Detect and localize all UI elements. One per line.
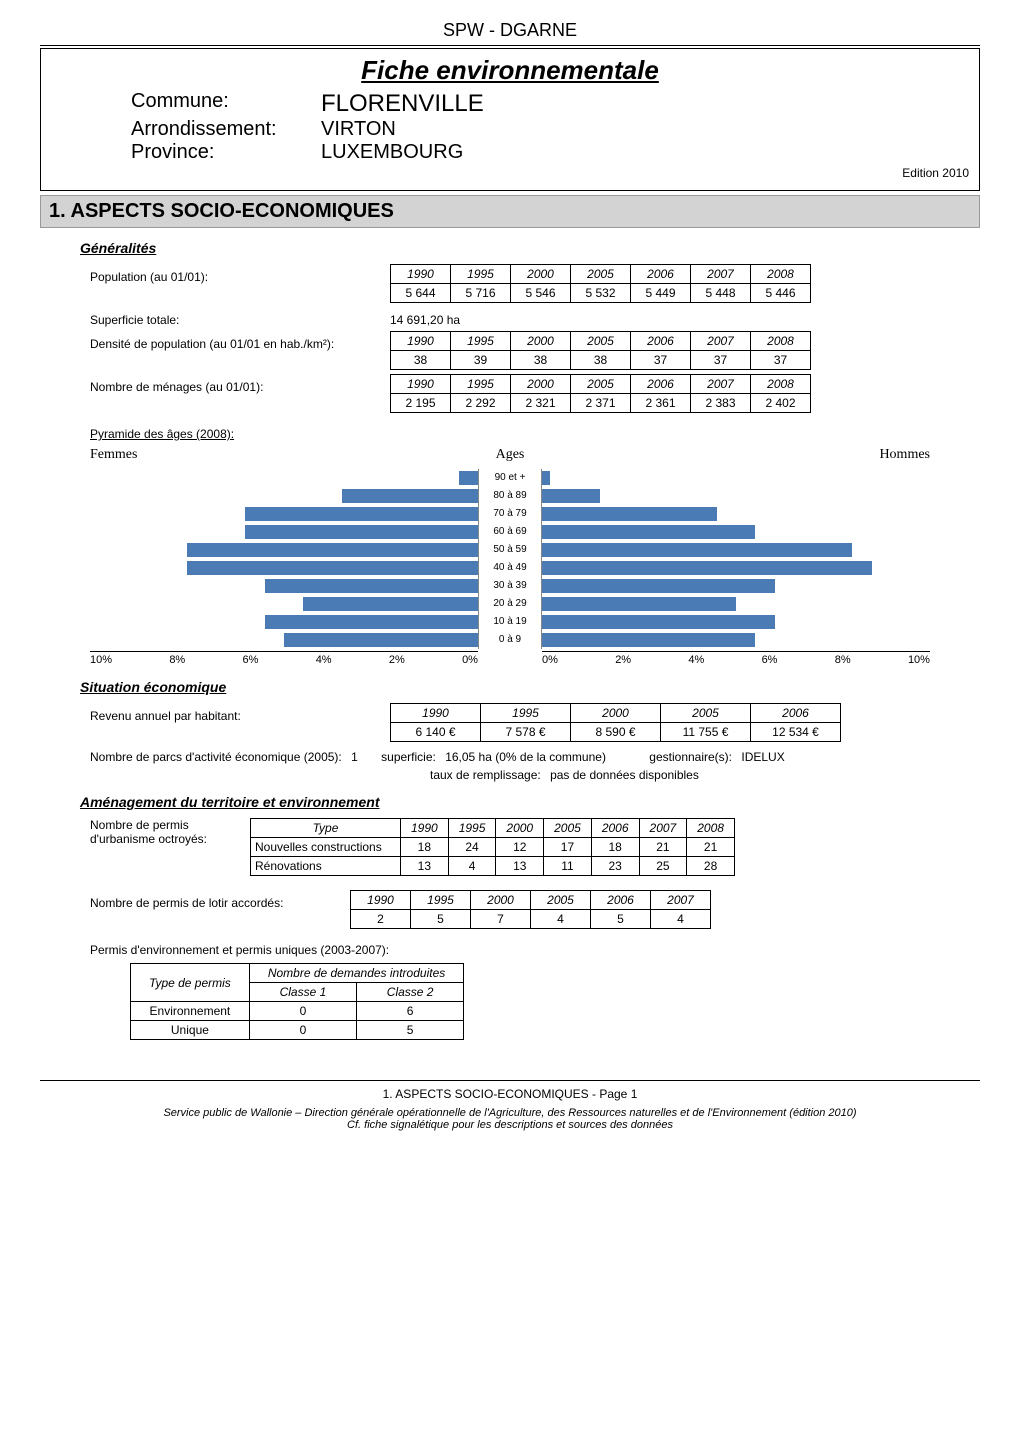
menages-table: 19901995200020052006200720082 1952 2922 … xyxy=(390,374,811,413)
urbanisme-table: Type1990199520002005200620072008Nouvelle… xyxy=(250,818,735,876)
prov-value: LUXEMBOURG xyxy=(321,141,463,164)
femmes-axis: 10%8%6%4%2%0% xyxy=(90,651,478,666)
superficie-label: Superficie totale: xyxy=(90,307,390,327)
hommes-axis: 0%2%4%6%8%10% xyxy=(542,651,930,666)
generalites-content: Population (au 01/01): 19901995200020052… xyxy=(90,264,930,413)
pyramide-heading: Pyramide des âges (2008): xyxy=(90,427,980,441)
situation-eco-heading: Situation économique xyxy=(80,679,940,695)
main-frame: Fiche environnementale Commune: FLORENVI… xyxy=(40,48,980,191)
superficie-value: 14 691,20 ha xyxy=(390,307,460,327)
superf-val: 16,05 ha (0% de la commune) xyxy=(445,750,606,764)
parcs-count: 1 xyxy=(351,750,358,764)
revenu-label: Revenu annuel par habitant: xyxy=(90,703,390,723)
femmes-title: Femmes xyxy=(90,447,478,463)
amenagement-heading: Aménagement du territoire et environneme… xyxy=(80,794,940,810)
pyramid-ages: Ages 90 et +80 à 8970 à 7960 à 6950 à 59… xyxy=(478,447,542,667)
generalites-heading: Généralités xyxy=(80,240,940,256)
population-table: 19901995200020052006200720085 6445 7165 … xyxy=(390,264,811,303)
menages-label: Nombre de ménages (au 01/01): xyxy=(90,374,390,394)
population-label: Population (au 01/01): xyxy=(90,264,390,284)
revenu-table: 199019952000200520066 140 €7 578 €8 590 … xyxy=(390,703,841,742)
arr-value: VIRTON xyxy=(321,118,396,141)
env-permis-table: Type de permisNombre de demandes introdu… xyxy=(130,963,464,1040)
gest-label: gestionnaire(s): xyxy=(649,750,732,764)
page-header: SPW - DGARNE xyxy=(40,20,980,46)
footer-separator xyxy=(40,1080,980,1081)
femmes-bars xyxy=(90,469,478,649)
section1-header: 1. ASPECTS SOCIO-ECONOMIQUES xyxy=(40,195,980,228)
urb-label1: Nombre de permis xyxy=(90,818,250,832)
edition-label: Edition 2010 xyxy=(51,166,969,180)
arr-label: Arrondissement: xyxy=(131,118,321,141)
taux-val: pas de données disponibles xyxy=(550,768,699,782)
commune-label: Commune: xyxy=(131,90,321,118)
geo-block: Commune: FLORENVILLE Arrondissement: VIR… xyxy=(131,90,969,164)
age-labels: 90 et +80 à 8970 à 7960 à 6950 à 5940 à … xyxy=(478,469,542,649)
prov-label: Province: xyxy=(131,141,321,164)
env-permis-label: Permis d'environnement et permis uniques… xyxy=(90,943,930,957)
urb-label2: d'urbanisme octroyés: xyxy=(90,832,250,846)
gest-val: IDELUX xyxy=(741,750,784,764)
pyramid-hommes: Hommes 0%2%4%6%8%10% xyxy=(542,447,930,667)
amenagement-content: Nombre de permis d'urbanisme octroyés: T… xyxy=(90,818,930,1040)
pyramid-femmes: Femmes 10%8%6%4%2%0% xyxy=(90,447,478,667)
document-title: Fiche environnementale xyxy=(51,55,969,86)
densite-label: Densité de population (au 01/01 en hab./… xyxy=(90,331,390,351)
densite-table: 1990199520002005200620072008383938383737… xyxy=(390,331,811,370)
footer-page: 1. ASPECTS SOCIO-ECONOMIQUES - Page 1 xyxy=(40,1087,980,1101)
ages-title: Ages xyxy=(478,447,542,463)
hommes-bars xyxy=(542,469,930,649)
parcs-label: Nombre de parcs d'activité économique (2… xyxy=(90,750,342,764)
hommes-title: Hommes xyxy=(542,447,930,463)
superf-label: superficie: xyxy=(381,750,436,764)
age-pyramid: Femmes 10%8%6%4%2%0% Ages 90 et +80 à 89… xyxy=(90,447,930,667)
commune-value: FLORENVILLE xyxy=(321,90,484,118)
footer-line1: Service public de Wallonie – Direction g… xyxy=(40,1107,980,1119)
situation-eco-content: Revenu annuel par habitant: 199019952000… xyxy=(90,703,930,782)
footer-line2: Cf. fiche signalétique pour les descript… xyxy=(40,1119,980,1131)
lotir-label: Nombre de permis de lotir accordés: xyxy=(90,890,350,910)
lotir-table: 199019952000200520062007257454 xyxy=(350,890,711,929)
taux-label: taux de remplissage: xyxy=(430,768,541,782)
